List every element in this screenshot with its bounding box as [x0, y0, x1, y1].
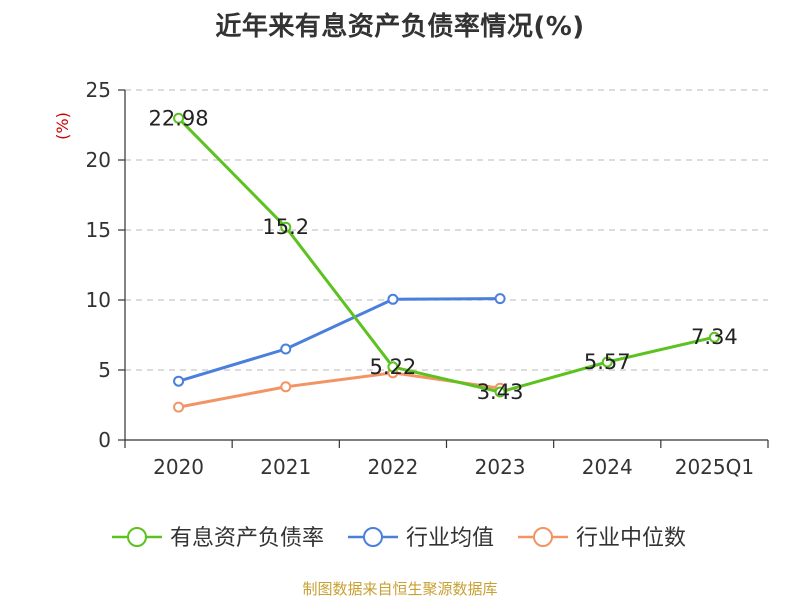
grid-lines	[125, 89, 768, 371]
x-tick-label-2025Q1: 2025Q1	[675, 455, 754, 479]
series-0-point-2025Q1	[708, 331, 720, 343]
legend-label-2: 行业中位数	[576, 526, 686, 551]
series-line-2	[178, 371, 501, 409]
y-tick-label-15: 15	[86, 218, 111, 242]
x-tick-label-2021: 2021	[260, 455, 311, 479]
x-tick-label-2020: 2020	[153, 455, 204, 479]
series-2-point-2021	[280, 381, 292, 393]
series-1-point-2023	[494, 293, 506, 305]
data-label-2021: 15.2	[262, 215, 309, 239]
series-0-point-2022	[387, 361, 399, 373]
x-tick-label-2022: 2022	[367, 455, 418, 479]
chart-title: 近年来有息资产负债率情况(%)	[215, 12, 585, 42]
series-line-1	[178, 297, 501, 383]
legend-label-0: 有息资产负债率	[170, 526, 324, 551]
series-2-point-2020	[173, 401, 185, 413]
series-1-point-2021	[280, 343, 292, 355]
y-tick-label-5: 5	[98, 358, 111, 382]
y-tick-label-10: 10	[86, 288, 111, 312]
axes: 0 5 10 15 20 25 2020 2021 2022 2023 2024 2025Q1 (%)	[53, 78, 769, 479]
legend-marker-2	[533, 527, 553, 547]
legend: 有息资产负债率 行业均值 行业中位数	[112, 526, 686, 551]
x-tick-label-2024: 2024	[582, 455, 633, 479]
series-line-0	[177, 117, 715, 394]
data-label-2023: 3.43	[477, 380, 524, 404]
series-0-point-2021	[280, 221, 292, 233]
y-tick-label-25: 25	[86, 78, 111, 102]
y-tick-label-20: 20	[86, 148, 111, 172]
x-tick-label-2023: 2023	[475, 455, 526, 479]
legend-label-1: 行业均值	[406, 526, 494, 551]
data-label-2025Q1: 7.34	[691, 325, 738, 349]
source-note: 制图数据来自恒生聚源数据库	[302, 580, 498, 598]
series-lines	[173, 112, 720, 413]
data-labels: 22.98 15.2 5.22 3.43 5.57 7.34	[149, 106, 738, 404]
y-tick-label-0: 0	[98, 428, 111, 452]
series-1-point-2022	[387, 293, 399, 305]
data-label-2024: 5.57	[584, 350, 631, 374]
series-0-point-2024	[601, 356, 613, 368]
series-0-point-2023	[494, 386, 506, 398]
series-0-point-2020	[173, 112, 185, 124]
data-label-2022: 5.22	[370, 355, 417, 379]
legend-marker-0	[127, 527, 147, 547]
data-label-2020: 22.98	[149, 106, 209, 130]
y-axis-unit-label: (%)	[53, 112, 72, 140]
legend-marker-1	[363, 527, 383, 547]
series-1-point-2020	[173, 375, 185, 387]
